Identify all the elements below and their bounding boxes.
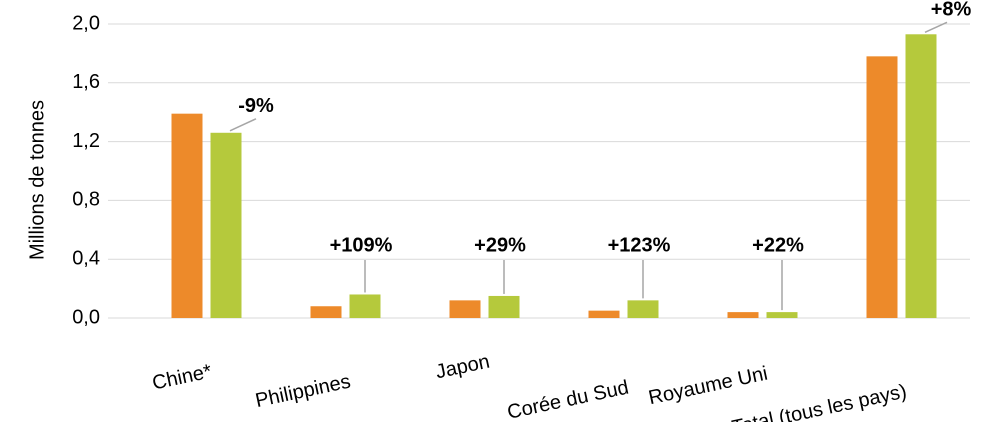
bar — [349, 294, 381, 318]
data-annotation: -9% — [238, 95, 274, 117]
y-axis-label: Millions de tonnes — [26, 100, 48, 260]
x-tick-label: Royaume Uni — [647, 363, 770, 410]
bar — [627, 300, 659, 318]
y-tick-label: 0,0 — [72, 306, 100, 328]
y-tick-label: 1,6 — [72, 71, 100, 93]
data-annotation: +22% — [752, 234, 804, 256]
y-tick-label: 2,0 — [72, 12, 100, 34]
y-tick-label: 0,8 — [72, 189, 100, 211]
x-tick-label: Philippines — [253, 371, 352, 413]
bar — [488, 295, 520, 318]
bar — [210, 132, 242, 318]
bar — [905, 34, 937, 318]
data-annotation: +29% — [474, 234, 526, 256]
y-tick-label: 1,2 — [72, 130, 100, 152]
bar — [310, 306, 342, 318]
leader-line — [924, 21, 948, 33]
x-tick-label: Corée du Sud — [505, 377, 630, 422]
bar — [171, 113, 203, 318]
data-annotation: +123% — [608, 234, 671, 256]
leader-line — [229, 118, 257, 132]
bar — [866, 56, 898, 319]
x-tick-label: Japon — [434, 351, 492, 384]
bar — [727, 312, 759, 318]
bar — [449, 300, 481, 318]
bar — [766, 312, 798, 318]
data-annotation: +109% — [330, 234, 393, 256]
y-tick-label: 0,4 — [72, 247, 100, 269]
x-tick-label: Chine* — [150, 360, 214, 394]
data-annotation: +8% — [931, 0, 972, 21]
bar — [588, 310, 620, 318]
